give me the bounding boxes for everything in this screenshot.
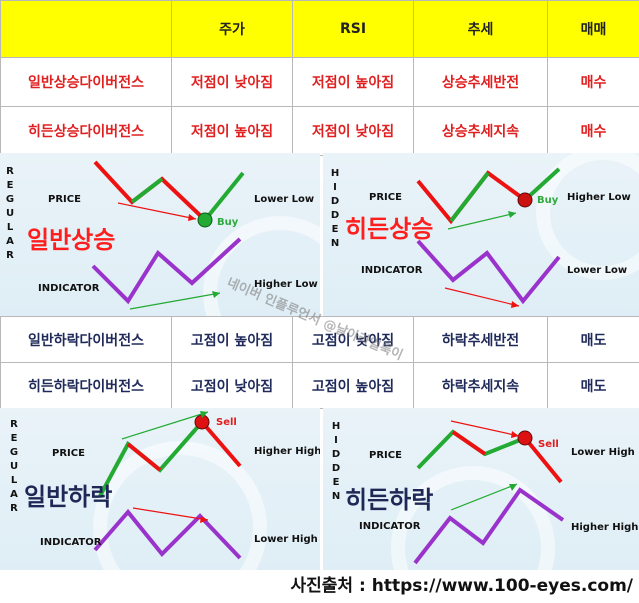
price-label: PRICE	[48, 194, 81, 205]
vertical-label: HIDDEN	[330, 168, 340, 249]
indicator-note: Higher High	[571, 522, 639, 533]
table-row: 히든하락다이버전스 고점이 낮아짐 고점이 높아짐 하락추세지속 매도	[0, 362, 639, 409]
vertical-label: HIDDEN	[331, 421, 341, 502]
regular-bullish-panel: REGULAR PRICE INDICATOR 일반상승 Buy Lower L…	[0, 153, 320, 316]
pattern-title: 일반상승	[27, 226, 116, 254]
row-price: 저점이 낮아짐	[171, 57, 293, 107]
buy-signal-label: Buy	[217, 217, 239, 228]
price-label: PRICE	[369, 192, 402, 203]
row-trend: 상승추세반전	[413, 57, 548, 107]
hidden-bullish-diagram	[416, 153, 639, 308]
price-note: Lower High	[571, 447, 635, 458]
regular-bearish-panel: REGULAR PRICE INDICATOR 일반하락 Sell Higher…	[0, 408, 320, 570]
row-trend: 하락추세지속	[413, 362, 548, 409]
indicator-label: INDICATOR	[40, 537, 102, 548]
table-row: 일반하락다이버전스 고점이 높아짐 고점이 낮아짐 하락추세반전 매도	[0, 316, 639, 363]
indicator-label: INDICATOR	[361, 265, 423, 276]
row-rsi: 고점이 높아짐	[292, 362, 414, 409]
regular-bullish-diagram	[91, 160, 320, 316]
row-trend: 하락추세반전	[413, 316, 548, 363]
header-empty-cell	[0, 0, 172, 58]
pattern-title: 히든하락	[345, 486, 434, 514]
row-name: 히든하락다이버전스	[0, 362, 172, 409]
hidden-bullish-panel: HIDDEN PRICE INDICATOR 히든상승 Buy Higher L…	[323, 153, 639, 316]
buy-signal-label: Buy	[537, 195, 559, 206]
regular-bearish-diagram	[93, 411, 267, 570]
bullish-divergence-table: 주가 RSI 추세 매매 일반상승다이버전스 저점이 낮아짐 저점이 높아짐 상…	[0, 0, 639, 156]
price-note: Lower Low	[254, 194, 315, 205]
row-name: 히든상승다이버전스	[0, 106, 172, 156]
sell-signal-label: Sell	[216, 417, 237, 428]
table-row: 일반상승다이버전스 저점이 낮아짐 저점이 높아짐 상승추세반전 매수	[0, 57, 639, 107]
vertical-label: REGULAR	[9, 419, 19, 514]
table-header-row: 주가 RSI 추세 매매	[0, 0, 639, 58]
row-rsi: 저점이 낮아짐	[292, 106, 414, 156]
header-rsi: RSI	[292, 0, 414, 58]
hidden-bearish-diagram	[391, 420, 565, 570]
image-source: 사진출처 : https://www.100-eyes.com/	[290, 576, 633, 596]
indicator-note: Lower Low	[567, 265, 628, 276]
pattern-title: 히든상승	[345, 215, 434, 243]
row-action: 매도	[547, 362, 639, 409]
row-name: 일반하락다이버전스	[0, 316, 172, 363]
header-action: 매매	[547, 0, 639, 58]
row-trend: 상승추세지속	[413, 106, 548, 156]
indicator-note: Higher Low	[254, 279, 318, 290]
row-name: 일반상승다이버전스	[0, 57, 172, 107]
price-note: Higher Low	[567, 192, 631, 203]
indicator-note: Lower High	[254, 534, 318, 545]
indicator-label: INDICATOR	[38, 283, 100, 294]
row-price: 저점이 높아짐	[171, 106, 293, 156]
vertical-label: REGULAR	[5, 166, 15, 261]
row-action: 매수	[547, 106, 639, 156]
row-price: 고점이 높아짐	[171, 316, 293, 363]
price-note: Higher High	[254, 446, 320, 457]
row-action: 매수	[547, 57, 639, 107]
row-rsi: 저점이 높아짐	[292, 57, 414, 107]
row-price: 고점이 낮아짐	[171, 362, 293, 409]
table-row: 히든상승다이버전스 저점이 높아짐 저점이 낮아짐 상승추세지속 매수	[0, 106, 639, 156]
row-action: 매도	[547, 316, 639, 363]
sell-signal-label: Sell	[538, 439, 559, 450]
pattern-title: 일반하락	[24, 483, 113, 511]
indicator-label: INDICATOR	[359, 521, 421, 532]
header-trend: 추세	[413, 0, 548, 58]
price-label: PRICE	[52, 448, 85, 459]
header-price: 주가	[171, 0, 293, 58]
price-label: PRICE	[369, 450, 402, 461]
hidden-bearish-panel: HIDDEN PRICE INDICATOR 히든하락 Sell Lower H…	[323, 408, 639, 570]
